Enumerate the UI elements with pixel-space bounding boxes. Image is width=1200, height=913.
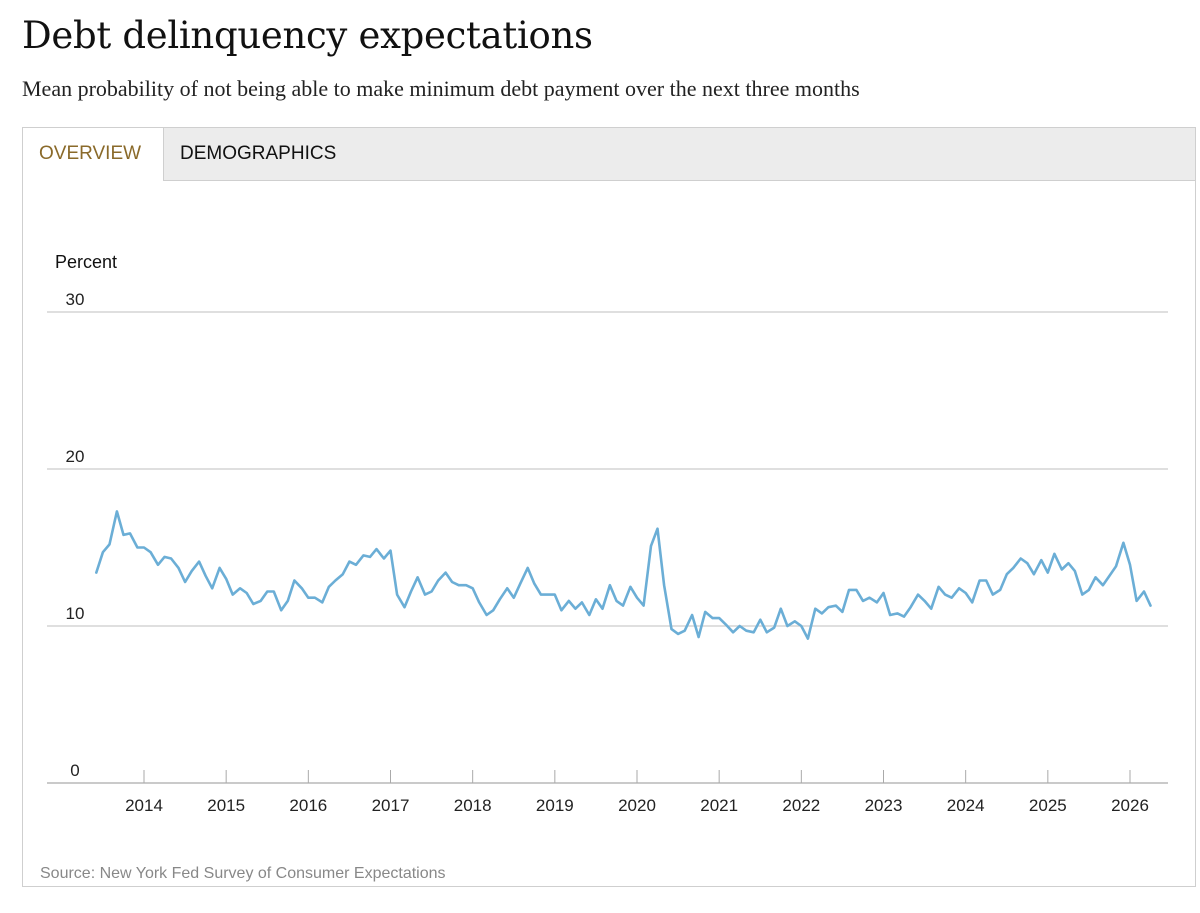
y-tick-label: 10 (66, 604, 85, 623)
tab-overview[interactable]: OVERVIEW (23, 128, 164, 181)
chart-panel: OVERVIEW DEMOGRAPHICS Percent 0 10 20 30 2014… (22, 127, 1196, 887)
x-tick-label: 2014 (125, 796, 163, 815)
x-tick-label: 2021 (700, 796, 738, 815)
x-tick-label: 2024 (947, 796, 985, 815)
tab-demographics[interactable]: DEMOGRAPHICS (180, 143, 337, 164)
y-tick-label: 0 (70, 761, 79, 780)
x-tick-label: 2026 (1111, 796, 1149, 815)
source-note: Source: New York Fed Survey of Consumer … (40, 865, 446, 882)
x-tick-label: 2016 (289, 796, 327, 815)
x-tick-label: 2023 (865, 796, 903, 815)
line-chart: Percent 0 10 20 30 2014 2015 2016 2017 2018 2019 20… (47, 252, 1168, 815)
y-tick-label: 20 (66, 447, 85, 466)
y-axis-title: Percent (55, 252, 117, 272)
series-line-0 (95, 510, 1152, 640)
x-tick-label: 2018 (454, 796, 492, 815)
y-tick-label: 30 (66, 290, 85, 309)
x-tick-label: 2015 (207, 796, 245, 815)
page-title: Debt delinquency expectations (22, 14, 593, 57)
x-tick-label: 2020 (618, 796, 656, 815)
x-tick-label: 2017 (372, 796, 410, 815)
x-tick-label: 2022 (782, 796, 820, 815)
tab-bar: OVERVIEW DEMOGRAPHICS (23, 128, 1195, 181)
x-tick-label: 2019 (536, 796, 574, 815)
x-tick-label: 2025 (1029, 796, 1067, 815)
page-subtitle: Mean probability of not being able to ma… (22, 76, 860, 101)
